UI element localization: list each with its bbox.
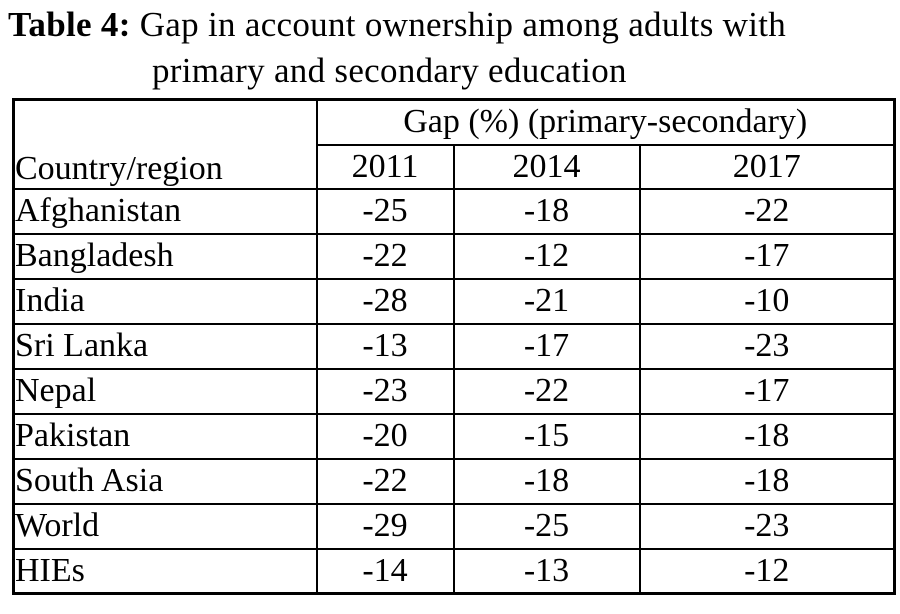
year-header-2014: 2014 [452, 143, 641, 190]
value-cell: -18 [638, 412, 896, 460]
value-cell: -17 [452, 322, 641, 370]
value-cell: -15 [452, 412, 641, 460]
header-row-group: Country/region Gap (%) (primary-secondar… [12, 98, 896, 190]
country-cell: Sri Lanka [12, 322, 318, 370]
value-cell: -23 [315, 367, 455, 415]
value-cell: -18 [452, 457, 641, 505]
value-cell: -20 [315, 412, 455, 460]
caption-line-1: Table 4: Gap in account ownership among … [8, 2, 786, 48]
value-cell: -22 [315, 232, 455, 280]
value-cell: -22 [638, 187, 896, 235]
table-row: World -29 -25 -23 [12, 502, 896, 550]
value-cell: -22 [452, 367, 641, 415]
value-cell: -12 [452, 232, 641, 280]
table-row: HIEs -14 -13 -12 [12, 547, 896, 595]
gap-group-header: Gap (%) (primary-secondary) [315, 98, 896, 146]
table-row: India -28 -21 -10 [12, 277, 896, 325]
value-cell: -18 [452, 187, 641, 235]
country-cell: Nepal [12, 367, 318, 415]
value-cell: -10 [638, 277, 896, 325]
caption-label: Table 4: [8, 5, 131, 44]
value-cell: -13 [315, 322, 455, 370]
value-cell: -21 [452, 277, 641, 325]
country-cell: South Asia [12, 457, 318, 505]
data-table: Country/region Gap (%) (primary-secondar… [12, 98, 896, 595]
table-row: Nepal -23 -22 -17 [12, 367, 896, 415]
value-cell: -28 [315, 277, 455, 325]
country-region-header: Country/region [12, 98, 318, 190]
table-row: Afghanistan -25 -18 -22 [12, 187, 896, 235]
country-cell: Bangladesh [12, 232, 318, 280]
value-cell: -18 [638, 457, 896, 505]
country-cell: India [12, 277, 318, 325]
value-cell: -29 [315, 502, 455, 550]
value-cell: -14 [315, 547, 455, 595]
value-cell: -22 [315, 457, 455, 505]
value-cell: -23 [638, 502, 896, 550]
caption-text: Gap in account ownership among adults wi… [139, 5, 787, 44]
value-cell: -13 [452, 547, 641, 595]
header-row-years: 2011 2014 2017 [14, 143, 896, 190]
value-cell: -12 [638, 547, 896, 595]
value-cell: -25 [315, 187, 455, 235]
value-cell: -23 [638, 322, 896, 370]
country-cell: World [12, 502, 318, 550]
value-cell: -17 [638, 367, 896, 415]
country-cell: Afghanistan [12, 187, 318, 235]
caption-line-2: primary and secondary education [152, 51, 627, 90]
country-cell: HIEs [12, 547, 318, 595]
value-cell: -25 [452, 502, 641, 550]
table-row: South Asia -22 -18 -18 [12, 457, 896, 505]
table-row: Pakistan -20 -15 -18 [12, 412, 896, 460]
table-row: Bangladesh -22 -12 -17 [12, 232, 896, 280]
year-header-2017: 2017 [638, 143, 896, 190]
table-caption: Table 4: Gap in account ownership among … [8, 2, 786, 94]
table-row: Sri Lanka -13 -17 -23 [12, 322, 896, 370]
value-cell: -17 [638, 232, 896, 280]
country-cell: Pakistan [12, 412, 318, 460]
year-header-2011: 2011 [315, 143, 455, 190]
